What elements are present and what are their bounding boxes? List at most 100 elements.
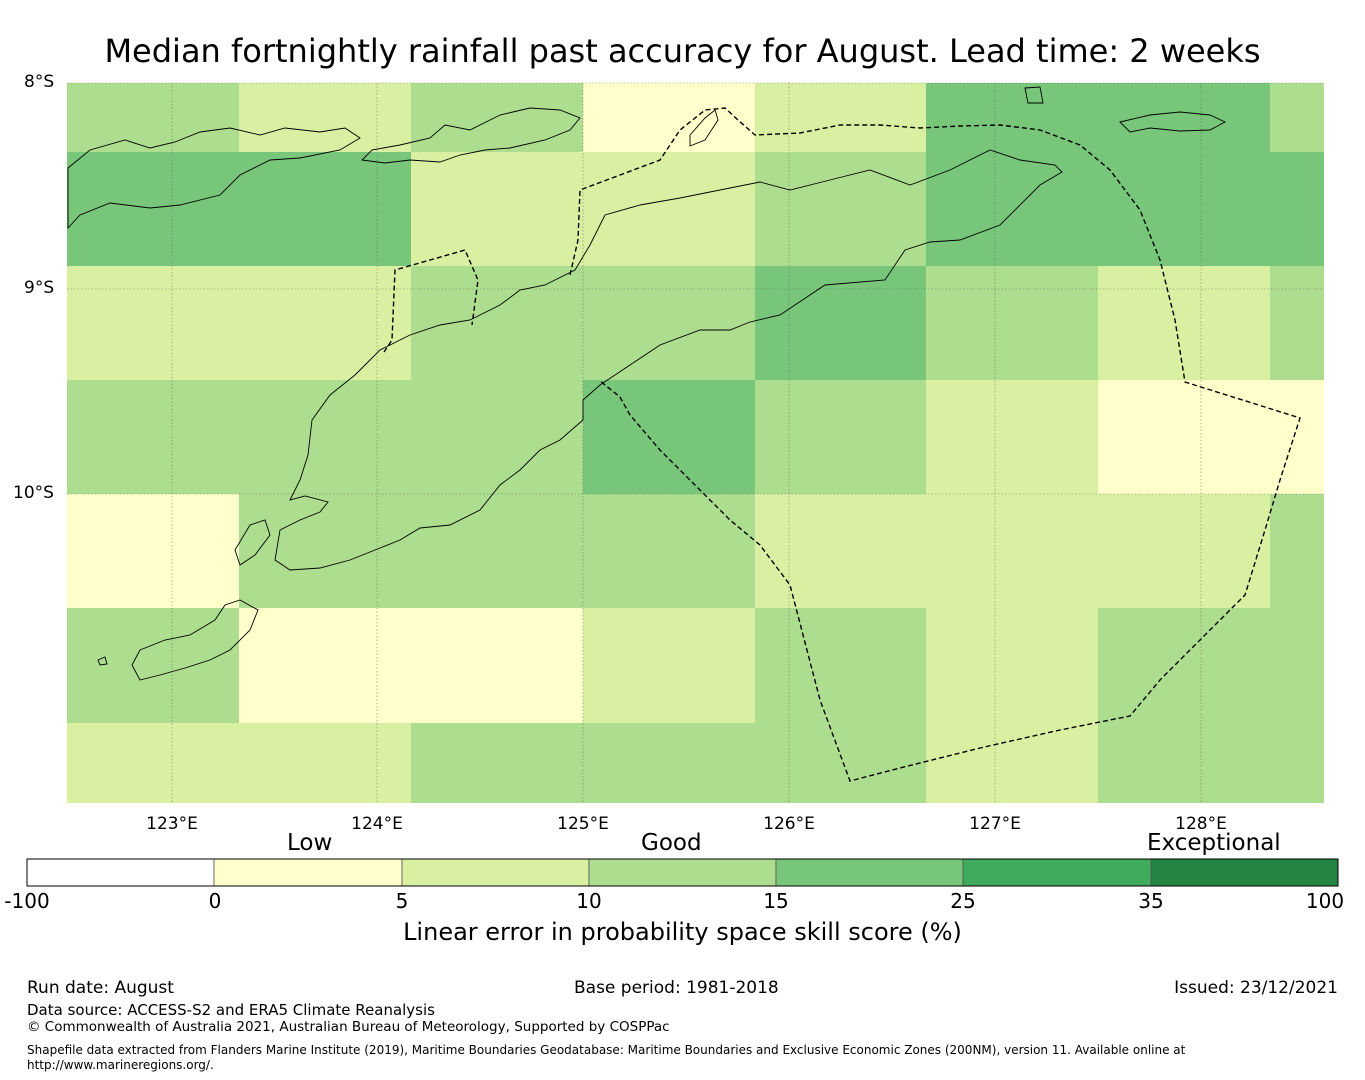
lon-label-123e: 123°E (146, 814, 198, 834)
grid-cell (1270, 494, 1324, 608)
lon-label-127e: 127°E (969, 814, 1021, 834)
graticule (67, 82, 1324, 803)
grid-cell (67, 266, 239, 380)
colorbar (26, 858, 1339, 887)
grid-cell (67, 152, 239, 266)
flores-coastline (67, 127, 361, 230)
colorbar-tick: 10 (576, 889, 602, 913)
grid-cell (411, 608, 583, 723)
grid-cell (411, 152, 583, 266)
grid-cell (755, 608, 926, 723)
grid-cell (583, 723, 755, 803)
coastlines (67, 86, 1227, 681)
colorbar-segment (962, 858, 1152, 887)
grid-cell (926, 380, 1098, 494)
grid-cell (239, 723, 411, 803)
grid-cell (411, 83, 583, 152)
colorbar-tick: 0 (208, 889, 222, 913)
grid-cell (926, 152, 1098, 266)
grid-cell (1098, 608, 1270, 723)
grid-cell (1270, 152, 1324, 266)
lat-label-8s: 8°S (24, 72, 55, 92)
grid-cell (67, 494, 239, 608)
roti-coastline (131, 599, 259, 681)
atauro-coastline (689, 109, 719, 147)
eez-boundary (383, 107, 1301, 782)
map-title: Median fortnightly rainfall past accurac… (104, 32, 1261, 70)
grid-cell (1270, 380, 1324, 494)
grid-cell (1270, 723, 1324, 803)
grid-cell (583, 152, 755, 266)
grid-cell (1098, 83, 1270, 152)
lat-label-9s: 9°S (24, 278, 55, 298)
wetar-coastline (1119, 111, 1227, 133)
grid-cell (926, 266, 1098, 380)
grid-cell (411, 494, 583, 608)
grid-cell (926, 494, 1098, 608)
colorbar-segment (1150, 858, 1339, 887)
grid-cell (67, 723, 239, 803)
colorbar-tick: 5 (395, 889, 409, 913)
timor-coastline (274, 149, 1063, 571)
issued-date: Issued: 23/12/2021 (1174, 978, 1338, 998)
grid-cell (1270, 83, 1324, 152)
grid-cell (1098, 380, 1270, 494)
semau-coastline (234, 519, 271, 566)
colorbar-tick: 35 (1138, 889, 1164, 913)
alor-coastline (361, 107, 581, 164)
copyright: © Commonwealth of Australia 2021, Austra… (27, 1019, 670, 1035)
colorbar-category-exceptional: Exceptional (1147, 830, 1281, 856)
base-period: Base period: 1981-2018 (574, 978, 779, 998)
colorbar-segment (26, 858, 215, 887)
grid-cell (1098, 266, 1270, 380)
data-source: Data source: ACCESS-S2 and ERA5 Climate … (27, 1001, 435, 1019)
grid-cell (583, 380, 755, 494)
grid-cell (239, 152, 411, 266)
grid-cell (755, 83, 926, 152)
grid-cell (1098, 152, 1270, 266)
grid-cell (926, 608, 1098, 723)
kisar-coastline (1024, 86, 1044, 104)
grid-cell (755, 380, 926, 494)
grid-cell (1270, 266, 1324, 380)
lon-label-125e: 125°E (557, 814, 609, 834)
colorbar-segment (401, 858, 590, 887)
colorbar-segment (775, 858, 964, 887)
grid-cell (1098, 723, 1270, 803)
shapefile-url: http://www.marineregions.org/. (27, 1058, 214, 1072)
grid-cell (583, 608, 755, 723)
grid-cell (583, 83, 755, 152)
grid-cell (755, 723, 926, 803)
colorbar-frame (26, 858, 1339, 887)
lat-label-10s: 10°S (13, 483, 54, 503)
grid-cell (67, 380, 239, 494)
colorbar-tick: -100 (4, 889, 50, 913)
grid-cell (67, 608, 239, 723)
grid-cell (411, 723, 583, 803)
colorbar-segment (588, 858, 777, 887)
grid-cell (67, 83, 239, 152)
grid-cell (755, 494, 926, 608)
grid-cell (411, 266, 583, 380)
colorbar-label: Linear error in probability space skill … (403, 918, 962, 946)
run-date: Run date: August (27, 978, 174, 998)
skill-grid (67, 83, 1324, 803)
grid-cell (1270, 608, 1324, 723)
grid-cell (239, 266, 411, 380)
grid-cell (583, 266, 755, 380)
grid-cell (926, 723, 1098, 803)
colorbar-category-good: Good (641, 830, 702, 856)
grid-cell (755, 152, 926, 266)
grid-cell (239, 83, 411, 152)
grid-cell (755, 266, 926, 380)
shapefile-credit: Shapefile data extracted from Flanders M… (27, 1043, 1186, 1057)
lon-label-124e: 124°E (351, 814, 403, 834)
colorbar-segment (213, 858, 403, 887)
colorbar-tick: 25 (950, 889, 976, 913)
colorbar-tick: 100 (1305, 889, 1345, 913)
lon-label-128e: 128°E (1175, 814, 1227, 834)
grid-cell (239, 380, 411, 494)
grid-cell (583, 494, 755, 608)
grid-cell (1098, 494, 1270, 608)
